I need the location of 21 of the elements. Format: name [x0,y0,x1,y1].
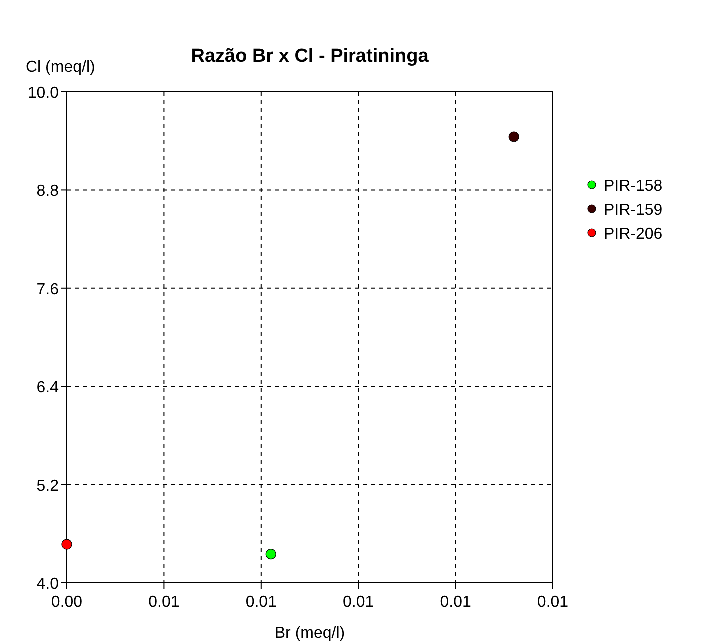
legend-label: PIR-159 [604,202,663,219]
legend-label: PIR-206 [604,226,663,243]
point [62,539,72,550]
y-axis-title: Cl (meq/l) [26,59,96,76]
legend-label: PIR-158 [604,178,663,195]
y-tick-label: 7.6 [36,281,60,298]
x-tick-label: 0.01 [343,594,374,611]
x-tick-label: 0.01 [246,594,278,611]
chart-title: Razão Br x Cl - Piratininga [191,46,430,67]
y-tick-label: 10.0 [28,85,60,102]
y-tick-label: 5.2 [36,478,60,495]
y-tick-label: 4.0 [36,576,60,593]
x-tick-label: 0.00 [51,594,83,611]
x-tick-label: 0.01 [440,594,472,611]
point [508,132,520,142]
point [266,549,276,560]
y-tick-label: 8.8 [36,183,60,200]
x-tick-label: 0.01 [148,594,180,611]
x-axis-title: Br (meq/l) [274,625,346,642]
y-tick-label: 6.4 [36,380,60,397]
x-tick-label: 0.01 [537,594,569,611]
